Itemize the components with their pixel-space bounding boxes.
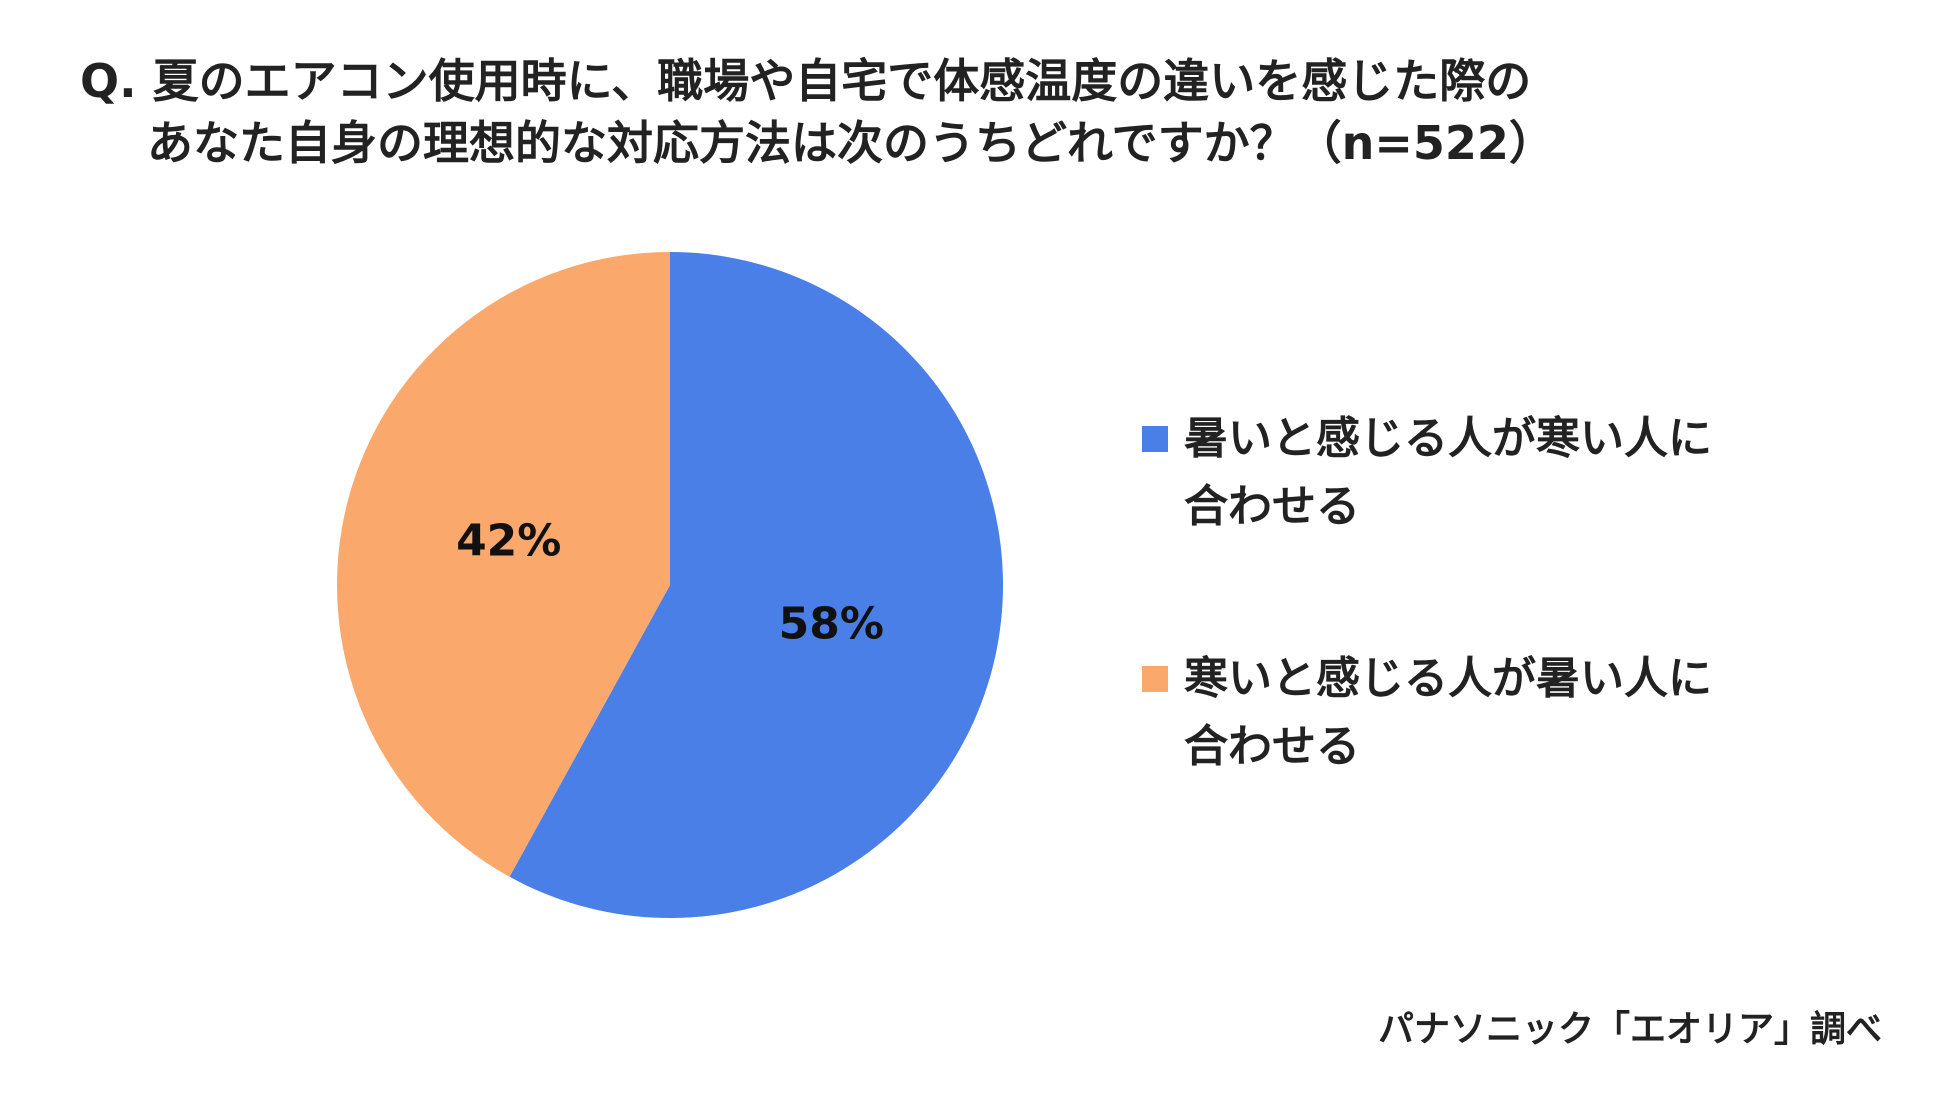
legend-swatch-blue xyxy=(1142,426,1168,452)
legend-swatch-orange xyxy=(1142,666,1168,692)
legend-label-line-2: 合わせる xyxy=(1184,721,1360,772)
title-line-1: Q. 夏のエアコン使用時に、職場や自宅で体感温度の違いを感じた際の xyxy=(80,54,1532,108)
source-note: パナソニック「エオリア」調べ xyxy=(1377,1009,1882,1050)
legend-label-line-1: 寒いと感じる人が暑い人に xyxy=(1184,653,1712,704)
legend-item-hot-to-cold: 暑いと感じる人が寒い人に 合わせる xyxy=(1142,405,1792,541)
legend-label-line-1: 暑いと感じる人が寒い人に xyxy=(1184,413,1712,464)
chart-title: Q. 夏のエアコン使用時に、職場や自宅で体感温度の違いを感じた際の あなた自身の… xyxy=(80,50,1780,174)
pie-data-label-1: 58% xyxy=(779,598,884,649)
pie-slice-2 xyxy=(336,251,670,877)
legend: 暑いと感じる人が寒い人に 合わせる 寒いと感じる人が暑い人に 合わせる xyxy=(1142,405,1792,885)
pie-slice-1 xyxy=(509,252,1003,918)
pie-chart: 58% 42% xyxy=(336,251,1003,918)
legend-label-line-2: 合わせる xyxy=(1184,481,1360,532)
title-line-2: あなた自身の理想的な対応方法は次のうちどれですか？（n=522） xyxy=(147,116,1555,170)
legend-item-cold-to-hot: 寒いと感じる人が暑い人に 合わせる xyxy=(1142,645,1792,781)
pie-data-label-2: 42% xyxy=(456,516,561,567)
